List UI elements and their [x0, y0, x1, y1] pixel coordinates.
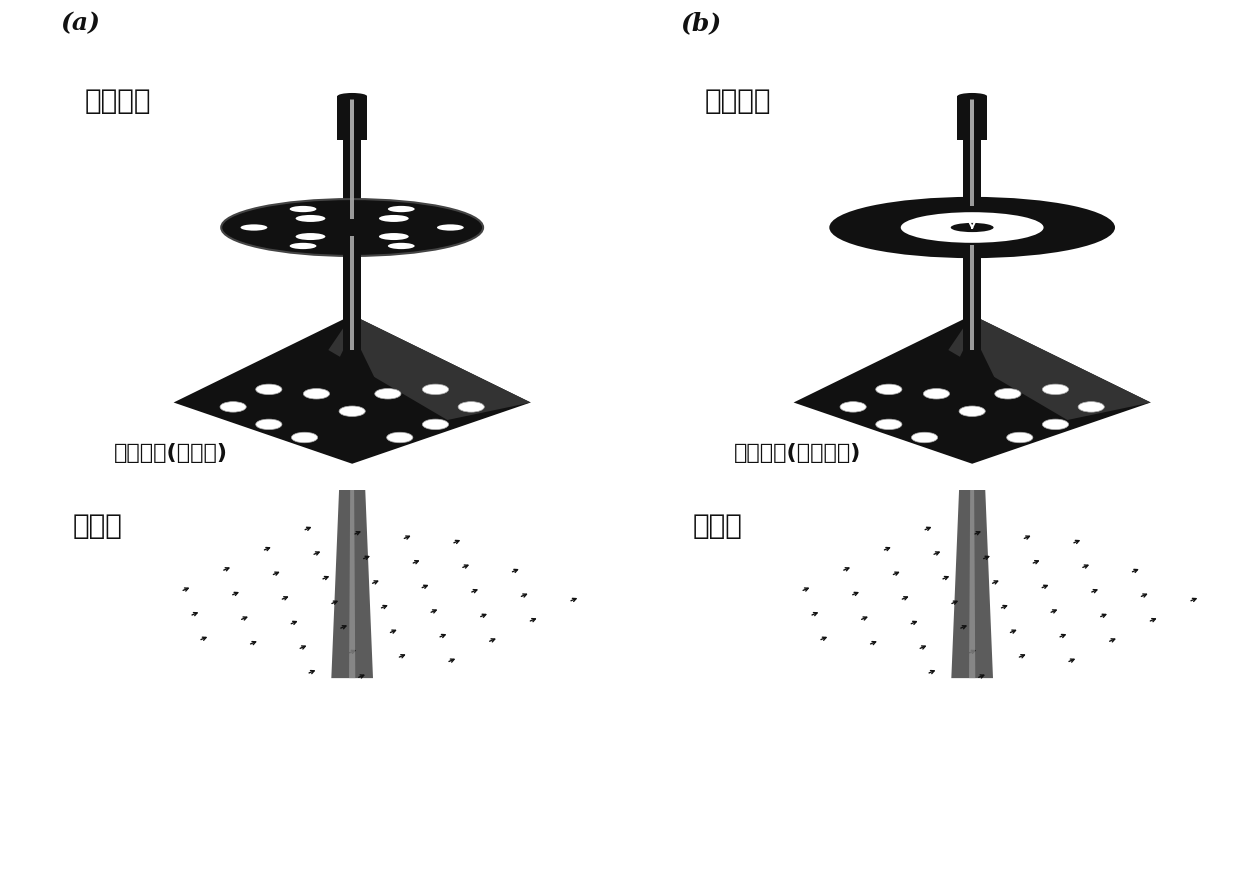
Ellipse shape — [291, 432, 317, 443]
Ellipse shape — [255, 419, 281, 430]
Ellipse shape — [1043, 384, 1069, 395]
Ellipse shape — [951, 223, 993, 232]
Ellipse shape — [388, 206, 414, 212]
Polygon shape — [174, 315, 531, 464]
Ellipse shape — [959, 406, 986, 416]
Ellipse shape — [900, 212, 1044, 242]
Text: (b): (b) — [681, 11, 722, 36]
Text: 超颜表面(金属态): 超颜表面(金属态) — [114, 444, 228, 464]
Ellipse shape — [957, 93, 987, 100]
Ellipse shape — [219, 402, 247, 412]
Ellipse shape — [911, 432, 937, 443]
Ellipse shape — [830, 197, 1115, 258]
Polygon shape — [957, 96, 987, 140]
Polygon shape — [348, 490, 356, 678]
Polygon shape — [331, 490, 373, 678]
Polygon shape — [351, 140, 353, 219]
Ellipse shape — [339, 406, 366, 416]
Ellipse shape — [387, 432, 413, 443]
Ellipse shape — [255, 384, 281, 395]
Ellipse shape — [1043, 419, 1069, 430]
Ellipse shape — [994, 388, 1021, 399]
Polygon shape — [968, 490, 976, 678]
Ellipse shape — [339, 367, 366, 377]
Ellipse shape — [290, 206, 316, 212]
Ellipse shape — [839, 402, 867, 412]
Ellipse shape — [875, 384, 901, 395]
Ellipse shape — [1007, 432, 1033, 443]
Polygon shape — [794, 315, 1151, 464]
Ellipse shape — [290, 243, 316, 249]
Ellipse shape — [379, 233, 409, 240]
Ellipse shape — [436, 224, 464, 231]
Ellipse shape — [295, 215, 325, 222]
Polygon shape — [963, 140, 981, 206]
Ellipse shape — [379, 215, 409, 222]
Ellipse shape — [1078, 402, 1105, 412]
Text: 入射光: 入射光 — [692, 512, 743, 540]
Polygon shape — [329, 350, 376, 381]
Ellipse shape — [221, 199, 484, 255]
Ellipse shape — [241, 224, 268, 231]
Ellipse shape — [374, 388, 401, 399]
Polygon shape — [343, 140, 361, 219]
Polygon shape — [350, 96, 355, 140]
Ellipse shape — [875, 419, 901, 430]
Polygon shape — [971, 140, 973, 206]
Polygon shape — [343, 236, 361, 350]
Ellipse shape — [304, 388, 330, 399]
Ellipse shape — [458, 402, 485, 412]
Polygon shape — [329, 315, 531, 420]
Polygon shape — [337, 96, 367, 140]
Text: (a): (a) — [61, 11, 100, 36]
Polygon shape — [951, 490, 993, 678]
Polygon shape — [970, 96, 975, 140]
Polygon shape — [949, 315, 1151, 420]
Text: 入射光: 入射光 — [72, 512, 123, 540]
Ellipse shape — [924, 388, 950, 399]
Polygon shape — [949, 350, 996, 381]
Ellipse shape — [388, 243, 414, 249]
Ellipse shape — [423, 419, 449, 430]
Text: 超颜表面(半导体态): 超颜表面(半导体态) — [734, 444, 862, 464]
Ellipse shape — [423, 384, 449, 395]
Text: 分立光束: 分立光束 — [84, 88, 151, 116]
Polygon shape — [971, 245, 973, 350]
Text: 渦旋光束: 渦旋光束 — [704, 88, 771, 116]
Polygon shape — [351, 236, 353, 350]
Ellipse shape — [337, 93, 367, 100]
Polygon shape — [963, 245, 981, 350]
Ellipse shape — [959, 367, 986, 377]
Ellipse shape — [295, 233, 325, 240]
